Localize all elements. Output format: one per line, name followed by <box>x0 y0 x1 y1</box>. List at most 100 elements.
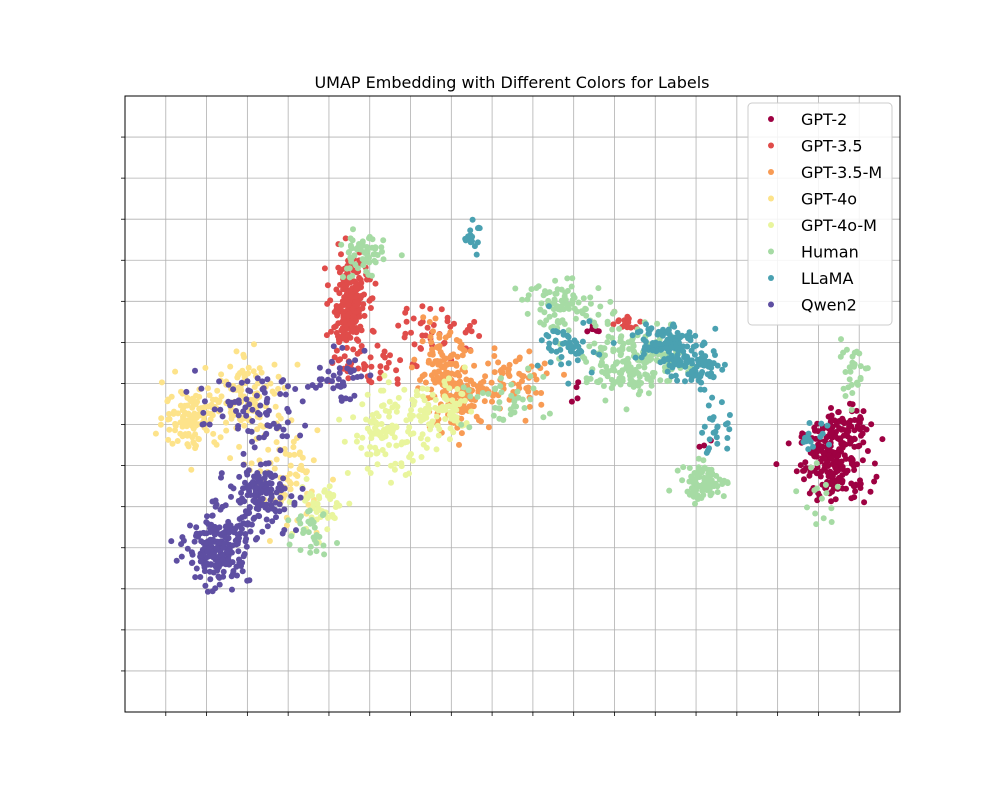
data-point <box>403 318 410 325</box>
data-point <box>654 320 661 327</box>
data-point <box>425 359 432 366</box>
data-point <box>324 526 331 533</box>
data-point <box>427 333 434 340</box>
data-point <box>188 466 195 473</box>
data-point <box>307 543 314 550</box>
data-point <box>616 369 623 376</box>
data-point <box>279 433 286 440</box>
data-point <box>817 433 824 440</box>
data-point <box>353 438 360 445</box>
data-point <box>574 395 581 402</box>
data-point <box>395 322 402 329</box>
data-point <box>706 477 713 484</box>
data-point <box>479 390 486 396</box>
data-point <box>426 319 433 325</box>
data-point <box>594 378 601 385</box>
data-point <box>394 380 401 387</box>
data-point <box>824 469 831 475</box>
data-point <box>259 386 266 393</box>
data-point <box>350 414 357 421</box>
data-point <box>785 440 792 447</box>
data-point <box>446 436 453 443</box>
data-point <box>401 334 408 341</box>
data-point <box>201 404 208 411</box>
data-point <box>824 422 831 429</box>
data-point <box>316 533 323 540</box>
data-point <box>623 406 630 413</box>
data-point <box>264 411 270 418</box>
data-point <box>246 504 253 510</box>
data-point <box>184 432 191 439</box>
data-point <box>667 334 674 340</box>
data-point <box>248 428 255 435</box>
data-point <box>545 303 552 310</box>
data-point <box>538 401 545 408</box>
data-point <box>632 354 639 361</box>
data-point <box>592 322 599 329</box>
data-point <box>358 327 365 334</box>
data-point <box>651 370 658 376</box>
data-point <box>178 553 185 560</box>
data-point <box>235 548 242 555</box>
data-point <box>595 311 602 318</box>
data-point <box>648 356 655 362</box>
data-point <box>864 365 871 372</box>
data-point <box>172 368 179 375</box>
data-point <box>692 500 698 507</box>
data-point <box>174 438 181 444</box>
data-point <box>285 383 291 390</box>
data-point <box>433 413 440 420</box>
data-point <box>656 340 663 347</box>
data-point <box>244 483 251 490</box>
data-point <box>424 324 431 331</box>
data-point <box>200 409 207 416</box>
data-point <box>837 353 844 360</box>
data-point <box>661 364 668 371</box>
data-point <box>251 341 257 348</box>
data-point <box>447 323 454 330</box>
data-point <box>516 370 523 377</box>
data-point <box>229 559 236 566</box>
data-point <box>600 383 607 389</box>
data-point <box>701 464 708 471</box>
data-point <box>460 384 467 391</box>
data-point <box>394 403 401 410</box>
data-point <box>245 387 252 394</box>
data-point <box>694 356 701 363</box>
data-point <box>515 394 522 401</box>
data-point <box>511 398 518 405</box>
data-point <box>305 508 312 515</box>
data-point <box>280 377 287 384</box>
data-point <box>380 402 387 409</box>
data-point <box>797 462 804 469</box>
data-point <box>423 444 430 451</box>
data-point <box>286 499 293 505</box>
data-point <box>839 415 846 422</box>
data-point <box>410 412 416 419</box>
data-point <box>196 393 203 400</box>
data-point <box>813 521 820 528</box>
data-point <box>550 306 557 313</box>
data-point <box>437 358 444 365</box>
data-point <box>519 378 525 385</box>
data-point <box>476 225 483 232</box>
data-point <box>197 530 204 537</box>
data-point <box>813 460 820 467</box>
data-point <box>442 334 449 341</box>
chart-title: UMAP Embedding with Different Colors for… <box>314 73 709 92</box>
data-point <box>575 379 582 386</box>
data-point <box>597 344 604 351</box>
data-point <box>371 257 378 264</box>
data-point <box>547 359 554 366</box>
data-point <box>701 442 708 449</box>
data-point <box>495 359 502 366</box>
data-point <box>863 426 870 433</box>
data-point <box>351 392 358 399</box>
data-point <box>828 481 835 488</box>
data-point <box>710 373 717 380</box>
data-point <box>837 435 844 442</box>
data-point <box>210 430 217 437</box>
data-point <box>265 470 272 477</box>
data-point <box>868 421 875 428</box>
data-point <box>422 379 429 386</box>
